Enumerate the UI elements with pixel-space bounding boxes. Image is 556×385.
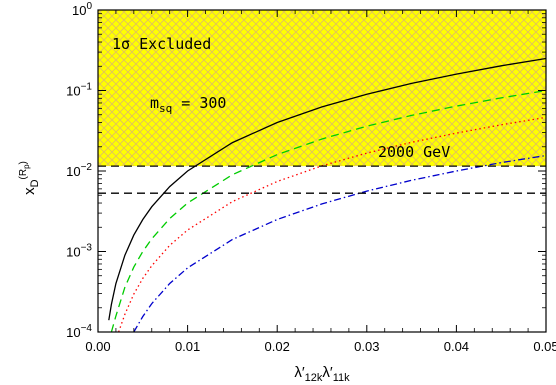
reference-lines <box>98 165 546 194</box>
y-tick-exponent: −1 <box>81 82 93 93</box>
xlabel-base1: λ′ <box>294 364 305 381</box>
ylabel-sub: D <box>29 179 41 187</box>
y-tick-label: 10−4 <box>66 323 92 340</box>
x-tick-label: 0.04 <box>444 339 469 354</box>
y-tick-label: 10−1 <box>66 82 92 99</box>
xlabel-sub1: 12k <box>305 372 323 384</box>
y-tick-label: 10−3 <box>66 243 92 260</box>
ylabel-sup: (R <box>18 169 29 180</box>
y-tick-exponent: −3 <box>81 243 93 254</box>
y-tick-base: 10 <box>72 3 86 18</box>
y-axis-label: xD(Rp) <box>18 161 41 195</box>
x-tick-label: 0.00 <box>85 339 110 354</box>
x-tick-label: 0.01 <box>175 339 200 354</box>
y-tick-exponent: −2 <box>81 162 93 173</box>
y-tick-exponent: −4 <box>81 323 93 334</box>
msq-annotation: msq = 300 <box>150 94 226 115</box>
x-axis-label: λ′12kλ′11k <box>294 364 350 384</box>
msq-rest: = 300 <box>172 94 226 112</box>
series-line-1 <box>110 89 546 332</box>
xlabel-sub2: 11k <box>333 372 350 384</box>
ylabel-base: x <box>21 187 38 195</box>
series-line-0 <box>108 57 546 321</box>
y-tick-label: 100 <box>72 1 92 18</box>
msq-main: m <box>150 94 159 112</box>
excluded-region <box>98 10 546 167</box>
reference-line-label: 2000 GeV <box>378 143 450 161</box>
y-tick-base: 10 <box>66 164 80 179</box>
x-tick-label: 0.05 <box>533 339 556 354</box>
series-group <box>108 57 546 332</box>
excluded-label: 1σ Excluded <box>112 35 211 53</box>
y-tick-exponent: 0 <box>86 1 92 12</box>
ylabel-sup-close: ) <box>18 161 29 164</box>
ylabel-sup-sub: p <box>22 164 31 169</box>
series-line-3 <box>133 154 546 332</box>
y-tick-base: 10 <box>66 245 80 260</box>
xlabel-base2: λ′ <box>322 364 333 381</box>
x-axis-ticks: 0.00 0.01 0.02 0.03 0.04 0.05 <box>85 10 556 354</box>
x-tick-label: 0.03 <box>354 339 379 354</box>
y-tick-base: 10 <box>66 84 80 99</box>
msq-sub: sq <box>159 102 172 115</box>
y-tick-base: 10 <box>66 325 80 340</box>
x-tick-label: 0.02 <box>265 339 290 354</box>
y-tick-label: 10−2 <box>66 162 92 179</box>
